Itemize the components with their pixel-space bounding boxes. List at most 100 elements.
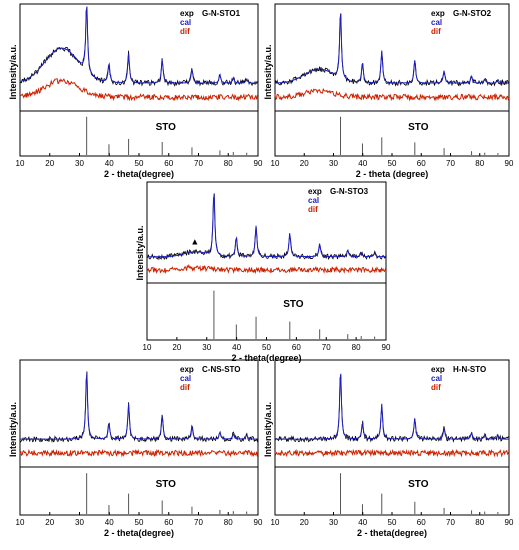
x-axis-label: 2 - theta (degree) [356, 169, 429, 179]
x-tick-label: 20 [300, 159, 309, 168]
x-tick-label: 50 [388, 159, 397, 168]
x-tick-label: 10 [271, 159, 280, 168]
x-tick-label: 30 [329, 159, 338, 168]
x-tick-label: 90 [505, 518, 514, 527]
x-axis-label: 2 - theta(degree) [231, 353, 301, 363]
legend-cal: cal [180, 18, 191, 27]
cal-series-line [19, 373, 259, 440]
x-axis-label: 2 - theta(degree) [104, 169, 174, 179]
x-tick-label: 50 [135, 518, 144, 527]
lower-plot-frame [19, 466, 259, 516]
x-tick-label: 60 [417, 518, 426, 527]
x-axis-label: 2 - theta(degree) [104, 528, 174, 538]
x-tick-label: 80 [352, 343, 361, 352]
x-tick-label: 90 [254, 518, 263, 527]
cal-series-line [274, 373, 510, 440]
lower-plot-frame [146, 282, 387, 341]
lower-plot-frame [274, 110, 510, 157]
exp-series-line [19, 371, 259, 443]
x-tick-label: 40 [105, 518, 114, 527]
x-tick-label: 10 [16, 159, 25, 168]
legend-dif: dif [431, 27, 441, 36]
y-axis-label: Intensity/a.u. [8, 44, 18, 99]
x-tick-label: 40 [232, 343, 241, 352]
reference-label: STO [156, 479, 177, 490]
lower-plot-frame [19, 110, 259, 157]
legend-dif: dif [431, 383, 441, 392]
legend-exp: exp [431, 365, 445, 374]
x-tick-label: 70 [446, 518, 455, 527]
legend-cal: cal [431, 18, 442, 27]
x-tick-label: 10 [16, 518, 25, 527]
legend-cal: cal [180, 374, 191, 383]
impurity-marker: ▲ [190, 237, 199, 247]
y-axis-label: Intensity/a.u. [263, 402, 273, 457]
x-tick-label: 30 [202, 343, 211, 352]
reference-label: STO [283, 299, 304, 310]
x-tick-label: 50 [262, 343, 271, 352]
legend-exp: exp [180, 9, 194, 18]
y-axis-label: Intensity/a.u. [8, 402, 18, 457]
reference-label: STO [408, 479, 429, 490]
x-tick-label: 10 [143, 343, 152, 352]
lower-plot-frame [274, 466, 510, 516]
dif-series-line [146, 264, 387, 275]
legend-dif: dif [180, 383, 190, 392]
x-tick-label: 70 [322, 343, 331, 352]
cal-series-line [274, 13, 510, 84]
x-tick-label: 30 [329, 518, 338, 527]
x-tick-label: 90 [254, 159, 263, 168]
x-tick-label: 50 [388, 518, 397, 527]
upper-plot-frame [19, 359, 259, 468]
exp-series-line [274, 375, 510, 443]
dif-series-line [274, 87, 510, 102]
y-axis-label: Intensity/a.u. [135, 225, 145, 280]
upper-plot-frame [19, 3, 259, 112]
x-tick-label: 40 [105, 159, 114, 168]
x-tick-label: 80 [224, 159, 233, 168]
x-tick-label: 70 [194, 159, 203, 168]
x-tick-label: 20 [300, 518, 309, 527]
legend-exp: exp [308, 187, 322, 196]
y-axis-label: Intensity/a.u. [263, 44, 273, 99]
exp-series-line [20, 8, 259, 87]
exp-series-line [146, 193, 387, 261]
x-tick-label: 10 [271, 518, 280, 527]
upper-plot-frame [274, 3, 510, 112]
x-tick-label: 50 [135, 159, 144, 168]
x-tick-label: 60 [292, 343, 301, 352]
x-tick-label: 30 [75, 518, 84, 527]
x-tick-label: 60 [164, 159, 173, 168]
legend-exp: exp [180, 365, 194, 374]
x-tick-label: 40 [358, 159, 367, 168]
x-tick-label: 60 [164, 518, 173, 527]
x-tick-label: 30 [75, 159, 84, 168]
x-tick-label: 90 [505, 159, 514, 168]
dif-series-line [274, 448, 510, 458]
x-tick-label: 80 [224, 518, 233, 527]
reference-label: STO [408, 122, 429, 133]
x-tick-label: 60 [417, 159, 426, 168]
upper-plot-frame [274, 359, 510, 468]
legend-cal: cal [431, 374, 442, 383]
x-tick-label: 40 [358, 518, 367, 527]
sample-label: C-NS-STO [202, 365, 241, 374]
x-axis-label: 2 - theta(degree) [357, 528, 427, 538]
sample-label: G-N-STO3 [330, 187, 369, 196]
legend-exp: exp [431, 9, 445, 18]
legend-dif: dif [308, 205, 318, 214]
legend-cal: cal [308, 196, 319, 205]
x-tick-label: 80 [475, 159, 484, 168]
sample-label: G-N-STO1 [202, 9, 241, 18]
x-tick-label: 80 [475, 518, 484, 527]
dif-series-line [19, 78, 259, 102]
cal-series-line [19, 6, 259, 84]
cal-series-line [147, 194, 387, 258]
x-tick-label: 70 [194, 518, 203, 527]
